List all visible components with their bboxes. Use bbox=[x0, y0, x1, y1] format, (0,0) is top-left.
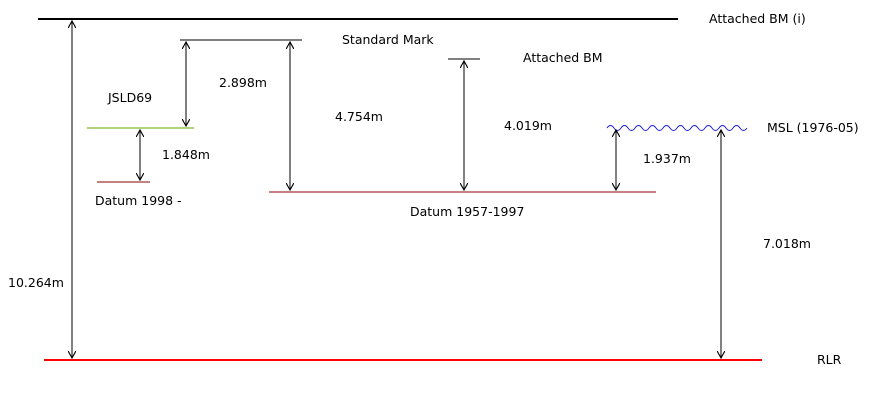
measure-standard-mark-to-datum-1957: 4.754m bbox=[335, 109, 383, 124]
measure-jsld69-to-datum-1998: 1.848m bbox=[162, 147, 210, 162]
datum-1998-label: Datum 1998 - bbox=[95, 193, 182, 208]
standard-mark-label: Standard Mark bbox=[342, 32, 434, 47]
measure-msl-to-rlr: 7.018m bbox=[763, 236, 811, 251]
attached-bm-i-label: Attached BM (i) bbox=[709, 11, 806, 26]
measure-bm-i-to-rlr: 10.264m bbox=[8, 275, 64, 290]
datum-1957-1997-label: Datum 1957-1997 bbox=[410, 204, 524, 219]
rlr-label: RLR bbox=[817, 352, 842, 367]
measure-attached-bm-to-datum-1957: 4.019m bbox=[504, 118, 552, 133]
msl-label: MSL (1976-05) bbox=[767, 120, 859, 135]
attached-bm-label: Attached BM bbox=[523, 50, 603, 65]
msl-wave-line bbox=[606, 125, 748, 131]
measure-standard-mark-to-jsld69: 2.898m bbox=[219, 75, 267, 90]
jsld69-label: JSLD69 bbox=[107, 90, 152, 105]
measure-msl-to-datum-1957: 1.937m bbox=[643, 151, 691, 166]
